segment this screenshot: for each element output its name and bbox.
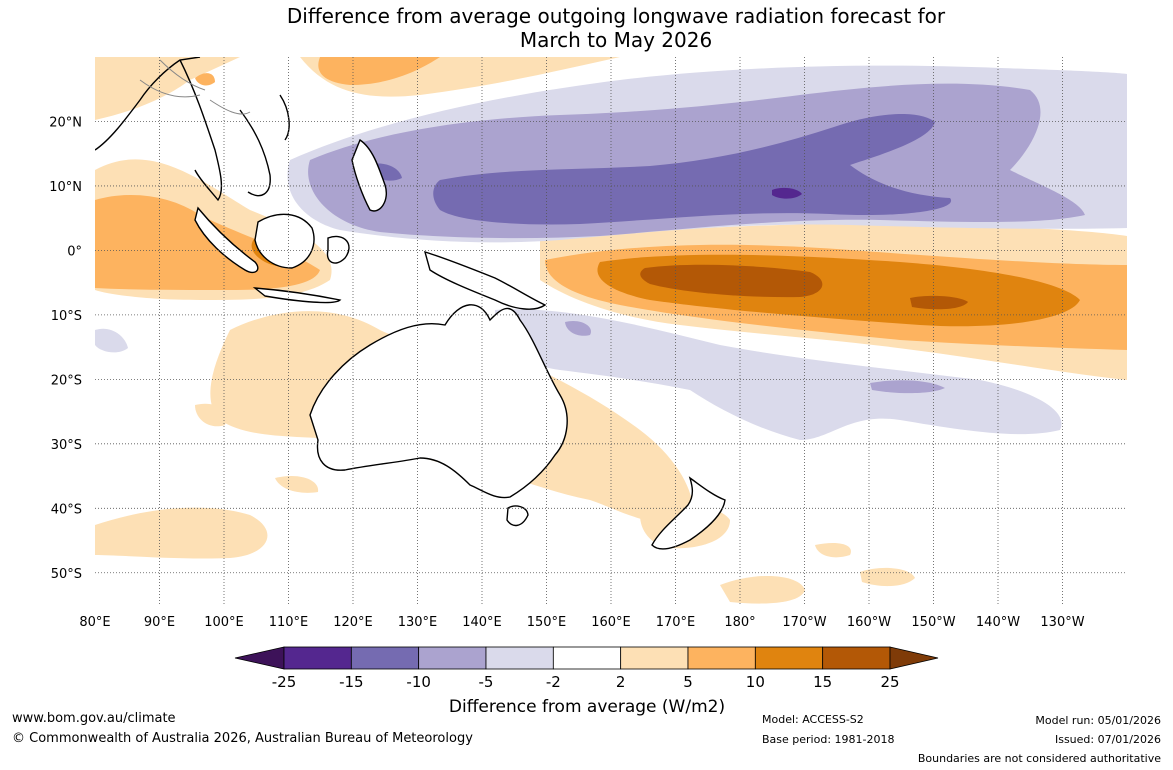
- colorbar-swatch: [418, 646, 487, 670]
- colorbar-swatch: [552, 646, 622, 670]
- longitude-tick-label: 110°E: [269, 615, 309, 630]
- colorbar-swatch: [822, 646, 891, 670]
- colorbar-swatch: [620, 646, 689, 670]
- country-borders: [139, 59, 251, 115]
- tasmania-outline: [506, 505, 529, 527]
- philippines-outline: [351, 138, 387, 212]
- longitude-tick-label: 90°E: [144, 615, 175, 630]
- latitude-tick-label: 10°N: [49, 180, 82, 195]
- colorbar-extension-high: [889, 646, 939, 670]
- new-zealand-outline: [651, 476, 726, 550]
- asia-coastline: [95, 57, 290, 202]
- colorbar-tick-label: 10: [746, 673, 765, 691]
- model-run-text: Model run: 05/01/2026: [1035, 714, 1161, 727]
- latitude-tick-label: 10°S: [51, 309, 82, 324]
- colorbar-swatch: [687, 646, 756, 670]
- latitude-labels: 20°N 10°N 0° 10°S 20°S 30°S 40°S 50°S: [49, 115, 82, 581]
- colorbar-tick-labels: -25 -15 -10 -5 -2 2 5 10 15 25: [272, 673, 900, 691]
- anomaly-positive-very-strong: [640, 264, 968, 310]
- colorbar-tick-label: 2: [616, 673, 626, 691]
- longitude-labels: 80°E 90°E 100°E 110°E 120°E 130°E 140°E 150°E 16…: [79, 615, 1084, 630]
- longitude-tick-label: 150°W: [911, 615, 955, 630]
- new-guinea-outline: [423, 250, 547, 310]
- longitude-tick-label: 80°E: [79, 615, 110, 630]
- longitude-tick-label: 140°W: [976, 615, 1020, 630]
- colorbar-swatch: [754, 646, 824, 670]
- longitude-tick-label: 150°E: [527, 615, 567, 630]
- base-period-text: Base period: 1981-2018: [762, 733, 895, 746]
- sumatra-outline: [194, 206, 259, 274]
- australia-outline: [309, 304, 568, 499]
- borneo-outline: [254, 213, 315, 269]
- longitude-tick-label: 180°: [724, 615, 755, 630]
- colorbar-tick-label: 25: [880, 673, 899, 691]
- latitude-tick-label: 20°S: [51, 373, 82, 388]
- longitude-tick-label: 170°E: [656, 615, 696, 630]
- colorbar-swatch: [350, 646, 420, 670]
- anomaly-negative-very-strong: [772, 187, 802, 199]
- java-outline: [252, 287, 342, 304]
- colorbar: [234, 646, 939, 670]
- longitude-tick-label: 170°W: [782, 615, 826, 630]
- latitude-tick-label: 0°: [67, 244, 82, 259]
- latitude-tick-label: 30°S: [51, 438, 82, 453]
- longitude-tick-label: 160°E: [591, 615, 631, 630]
- colorbar-swatch: [283, 646, 352, 670]
- longitude-tick-label: 120°E: [333, 615, 373, 630]
- longitude-tick-label: 100°E: [204, 615, 244, 630]
- longitude-tick-label: 130°W: [1040, 615, 1084, 630]
- website-link[interactable]: www.bom.gov.au/climate: [12, 711, 176, 726]
- latitude-tick-label: 40°S: [51, 502, 82, 517]
- model-text: Model: ACCESS-S2: [762, 713, 864, 726]
- colorbar-tick-label: -10: [406, 673, 431, 691]
- map-title: Difference from average outgoing longwav…: [0, 4, 1173, 52]
- gridlines: [95, 57, 1127, 605]
- issued-text: Issued: 07/01/2026: [1054, 733, 1161, 746]
- colorbar-tick-label: -25: [272, 673, 297, 691]
- colorbar-label: Difference from average (W/m2): [449, 697, 725, 717]
- latitude-tick-label: 20°N: [49, 115, 82, 130]
- title-line-2: March to May 2026: [519, 28, 713, 52]
- colorbar-tick-label: -2: [546, 673, 561, 691]
- colorbar-tick-label: -15: [339, 673, 364, 691]
- longitude-tick-label: 140°E: [462, 615, 502, 630]
- colorbar-swatch: [485, 646, 554, 670]
- colorbar-extension-low: [234, 646, 285, 670]
- colorbar-tick-label: -5: [479, 673, 494, 691]
- disclaimer-text: Boundaries are not considered authoritat…: [917, 752, 1161, 765]
- longitude-tick-label: 160°W: [847, 615, 891, 630]
- longitude-tick-label: 130°E: [398, 615, 438, 630]
- colorbar-tick-label: 15: [813, 673, 832, 691]
- coastlines: [194, 138, 726, 550]
- map-plot-area: [95, 57, 1127, 605]
- title-line-1: Difference from average outgoing longwav…: [286, 4, 946, 28]
- latitude-tick-label: 50°S: [51, 567, 82, 582]
- sulawesi-outline: [326, 235, 350, 264]
- colorbar-tick-label: 5: [683, 673, 693, 691]
- copyright-text: © Commonwealth of Australia 2026, Austra…: [12, 731, 473, 746]
